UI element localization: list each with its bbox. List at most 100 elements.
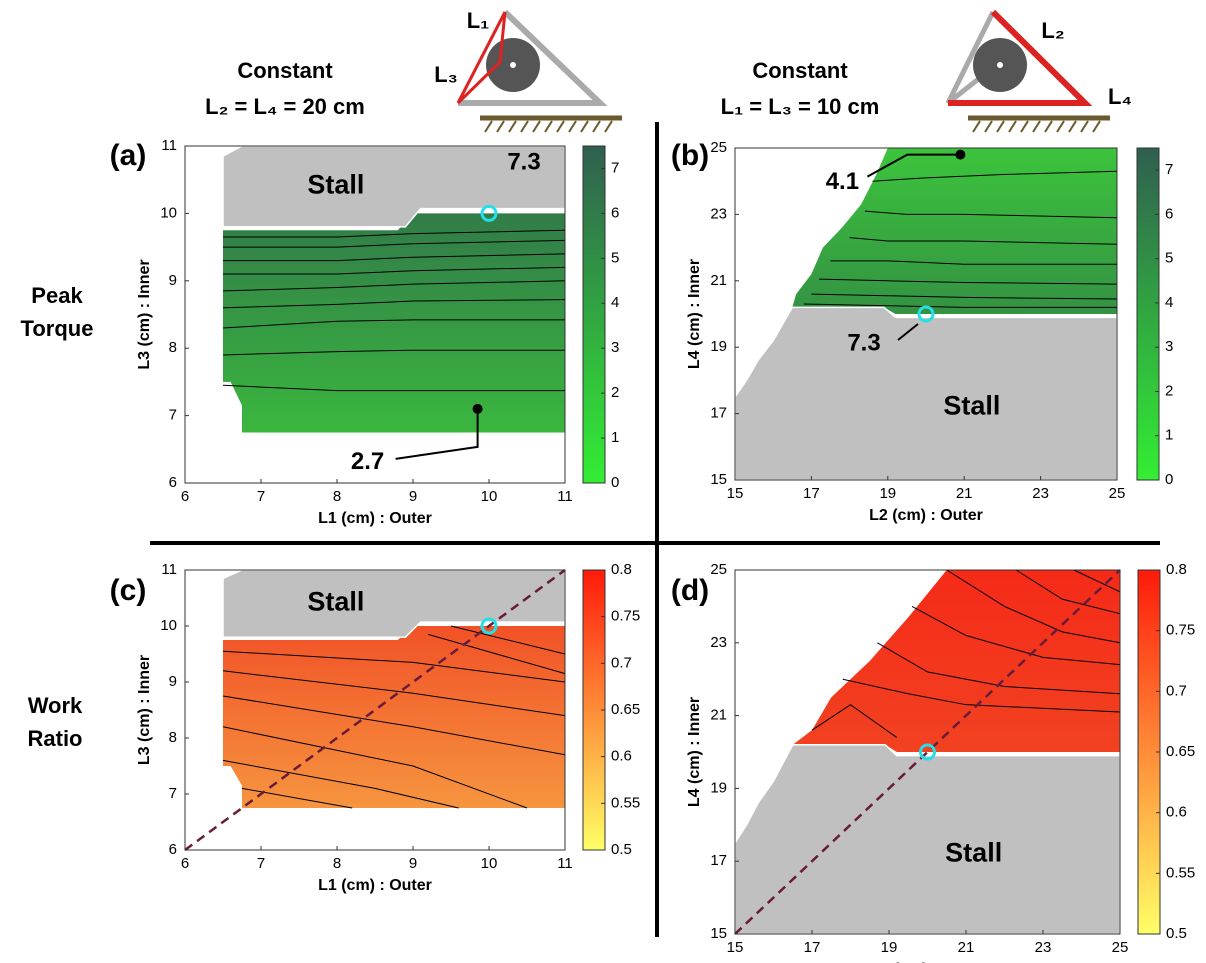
stall-label: Stall xyxy=(945,838,1002,868)
y-tick-label: 11 xyxy=(161,561,177,578)
colorbar-tick-label: 0.7 xyxy=(611,654,632,671)
panel-label: (c) xyxy=(110,574,147,607)
colorbar-tick-label: 4 xyxy=(611,294,619,311)
x-tick-label: 17 xyxy=(803,485,820,502)
panel-label: (a) xyxy=(110,139,147,172)
colorbar-tick-label: 0.55 xyxy=(1166,864,1195,881)
link-label: L₁ xyxy=(467,8,490,33)
y-tick-label: 15 xyxy=(710,471,727,488)
y-tick-label: 7 xyxy=(169,407,177,424)
y-tick-label: 25 xyxy=(710,139,727,156)
colorbar xyxy=(1137,148,1159,480)
y-tick-label: 19 xyxy=(710,779,727,796)
colorbar-tick-label: 2 xyxy=(611,384,619,401)
stall-label: Stall xyxy=(307,587,364,617)
header-text: Constant xyxy=(237,58,333,83)
y-tick-label: 8 xyxy=(169,729,177,746)
panel-label: (b) xyxy=(671,139,709,172)
feasible-region xyxy=(223,213,565,432)
colorbar-tick-label: 0.75 xyxy=(1166,622,1195,639)
colorbar-tick-label: 0.65 xyxy=(611,701,640,718)
feasible-region xyxy=(223,626,565,808)
point-label: 4.1 xyxy=(826,168,859,195)
panel-label: (d) xyxy=(671,574,709,607)
colorbar-tick-label: 0.55 xyxy=(611,794,640,811)
colorbar xyxy=(583,146,605,483)
stall-label: Stall xyxy=(943,391,1000,421)
link-label: L₃ xyxy=(434,62,458,87)
y-tick-label: 6 xyxy=(169,474,177,491)
colorbar-tick-label: 1 xyxy=(611,429,619,446)
colorbar-tick-label: 1 xyxy=(1165,427,1173,444)
colorbar-tick-label: 5 xyxy=(1165,250,1173,267)
colorbar-tick-label: 0.6 xyxy=(611,748,632,765)
y-tick-label: 8 xyxy=(169,339,177,356)
x-tick-label: 23 xyxy=(1032,485,1049,502)
y-tick-label: 11 xyxy=(161,137,177,154)
y-tick-label: 19 xyxy=(710,338,727,355)
stall-label: Stall xyxy=(307,170,364,200)
y-axis-label: L4 (cm) : Inner xyxy=(686,697,703,807)
figure: Constant L₂ = L₄ = 20 cm Constant L₁ = L… xyxy=(0,0,1206,963)
x-tick-label: 7 xyxy=(257,488,265,505)
x-axis-label: L2 (cm) : Outer xyxy=(869,507,983,524)
x-tick-label: 10 xyxy=(481,855,498,872)
stall-region xyxy=(735,307,1117,480)
point-label: 7.3 xyxy=(507,149,540,176)
x-tick-label: 23 xyxy=(1035,939,1052,956)
x-tick-label: 25 xyxy=(1109,485,1126,502)
row-label: Torque xyxy=(21,316,94,341)
y-tick-label: 6 xyxy=(169,841,177,858)
colorbar-tick-label: 4 xyxy=(1165,294,1173,311)
x-tick-label: 21 xyxy=(958,939,975,956)
colorbar-tick-label: 7 xyxy=(1165,161,1173,178)
x-tick-label: 19 xyxy=(879,485,896,502)
x-tick-label: 6 xyxy=(181,855,189,872)
x-tick-label: 8 xyxy=(333,855,341,872)
x-axis-label: L1 (cm) : Outer xyxy=(318,877,432,894)
colorbar-tick-label: 3 xyxy=(1165,338,1173,355)
x-tick-label: 11 xyxy=(557,488,573,505)
y-tick-label: 23 xyxy=(710,634,727,651)
colorbar-tick-label: 0.8 xyxy=(1166,561,1187,578)
colorbar-tick-label: 3 xyxy=(611,339,619,356)
colorbar-tick-label: 6 xyxy=(611,204,619,221)
y-tick-label: 21 xyxy=(710,707,727,724)
point-label: 7.3 xyxy=(847,329,880,356)
stall-region xyxy=(735,745,1120,934)
colorbar-tick-label: 0.7 xyxy=(1166,682,1187,699)
colorbar-tick-label: 0.75 xyxy=(611,608,640,625)
header-text: Constant xyxy=(752,58,848,83)
link-label: L₄ xyxy=(1108,84,1132,109)
y-tick-label: 10 xyxy=(160,617,177,634)
y-tick-label: 9 xyxy=(169,673,177,690)
row-label: Work xyxy=(28,693,83,718)
x-tick-label: 11 xyxy=(557,855,573,872)
colorbar-tick-label: 6 xyxy=(1165,205,1173,222)
y-tick-label: 7 xyxy=(169,785,177,802)
colorbar-tick-label: 0.8 xyxy=(611,561,632,578)
x-tick-label: 15 xyxy=(727,939,744,956)
link-label: L₂ xyxy=(1041,18,1064,43)
colorbar-tick-label: 0.5 xyxy=(611,841,632,858)
x-tick-label: 9 xyxy=(409,488,417,505)
y-tick-label: 10 xyxy=(160,204,177,221)
x-tick-label: 21 xyxy=(956,485,973,502)
y-axis-label: L4 (cm) : Inner xyxy=(686,259,703,369)
x-tick-label: 6 xyxy=(181,488,189,505)
y-tick-label: 25 xyxy=(710,561,727,578)
y-tick-label: 17 xyxy=(710,852,727,869)
colorbar-tick-label: 0 xyxy=(1165,471,1173,488)
x-tick-label: 8 xyxy=(333,488,341,505)
x-tick-label: 17 xyxy=(804,939,821,956)
colorbar-tick-label: 7 xyxy=(611,159,619,176)
colorbar-tick-label: 5 xyxy=(611,249,619,266)
y-tick-label: 17 xyxy=(710,405,727,422)
colorbar-tick-label: 2 xyxy=(1165,382,1173,399)
row-label: Peak xyxy=(31,283,83,308)
colorbar-tick-label: 0.65 xyxy=(1166,743,1195,760)
x-tick-label: 15 xyxy=(727,485,744,502)
colorbar-tick-label: 0.6 xyxy=(1166,804,1187,821)
colorbar-tick-label: 0.5 xyxy=(1166,925,1187,942)
x-tick-label: 10 xyxy=(481,488,498,505)
